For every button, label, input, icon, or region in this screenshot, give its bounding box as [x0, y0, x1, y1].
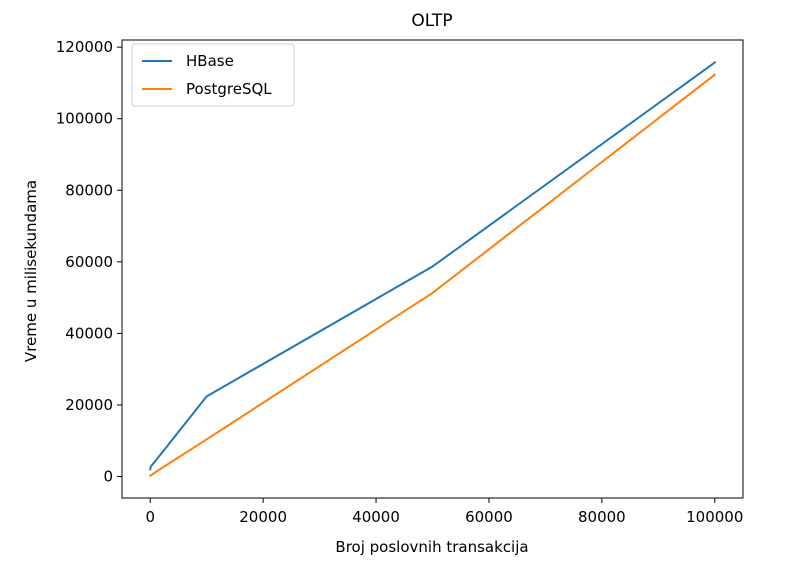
- axis-layer: 0 20000 40000 60000 80000 100000 0 20000 40000 60…: [56, 38, 744, 526]
- legend-label-postgresql: PostgreSQL: [186, 80, 272, 98]
- y-tick-label: 120000: [56, 38, 113, 56]
- y-tick-label: 80000: [65, 181, 113, 199]
- y-tick-label: 40000: [65, 324, 113, 342]
- series-layer: [148, 61, 717, 478]
- plot-frame: [121, 39, 744, 499]
- x-tick-label: 100000: [686, 508, 743, 526]
- y-tick-label: 20000: [65, 396, 113, 414]
- series-line-postgresql: [148, 73, 717, 478]
- legend-label-hbase: HBase: [186, 52, 234, 70]
- y-axis-label: Vreme u milisekundama: [22, 180, 40, 362]
- x-tick-label: 0: [145, 508, 155, 526]
- legend-box: [131, 43, 295, 107]
- y-tick-label: 60000: [65, 253, 113, 271]
- legend: HBase PostgreSQL: [131, 43, 295, 107]
- y-tick-label: 0: [103, 468, 113, 486]
- x-axis-label: Broj poslovnih transakcija: [335, 538, 528, 556]
- x-tick-label: 20000: [239, 508, 287, 526]
- chart-title: OLTP: [411, 11, 452, 31]
- x-tick-label: 80000: [578, 508, 626, 526]
- series-line-hbase: [149, 61, 717, 471]
- y-tick-label: 100000: [56, 110, 113, 128]
- x-tick-label: 60000: [465, 508, 513, 526]
- x-tick-label: 40000: [352, 508, 400, 526]
